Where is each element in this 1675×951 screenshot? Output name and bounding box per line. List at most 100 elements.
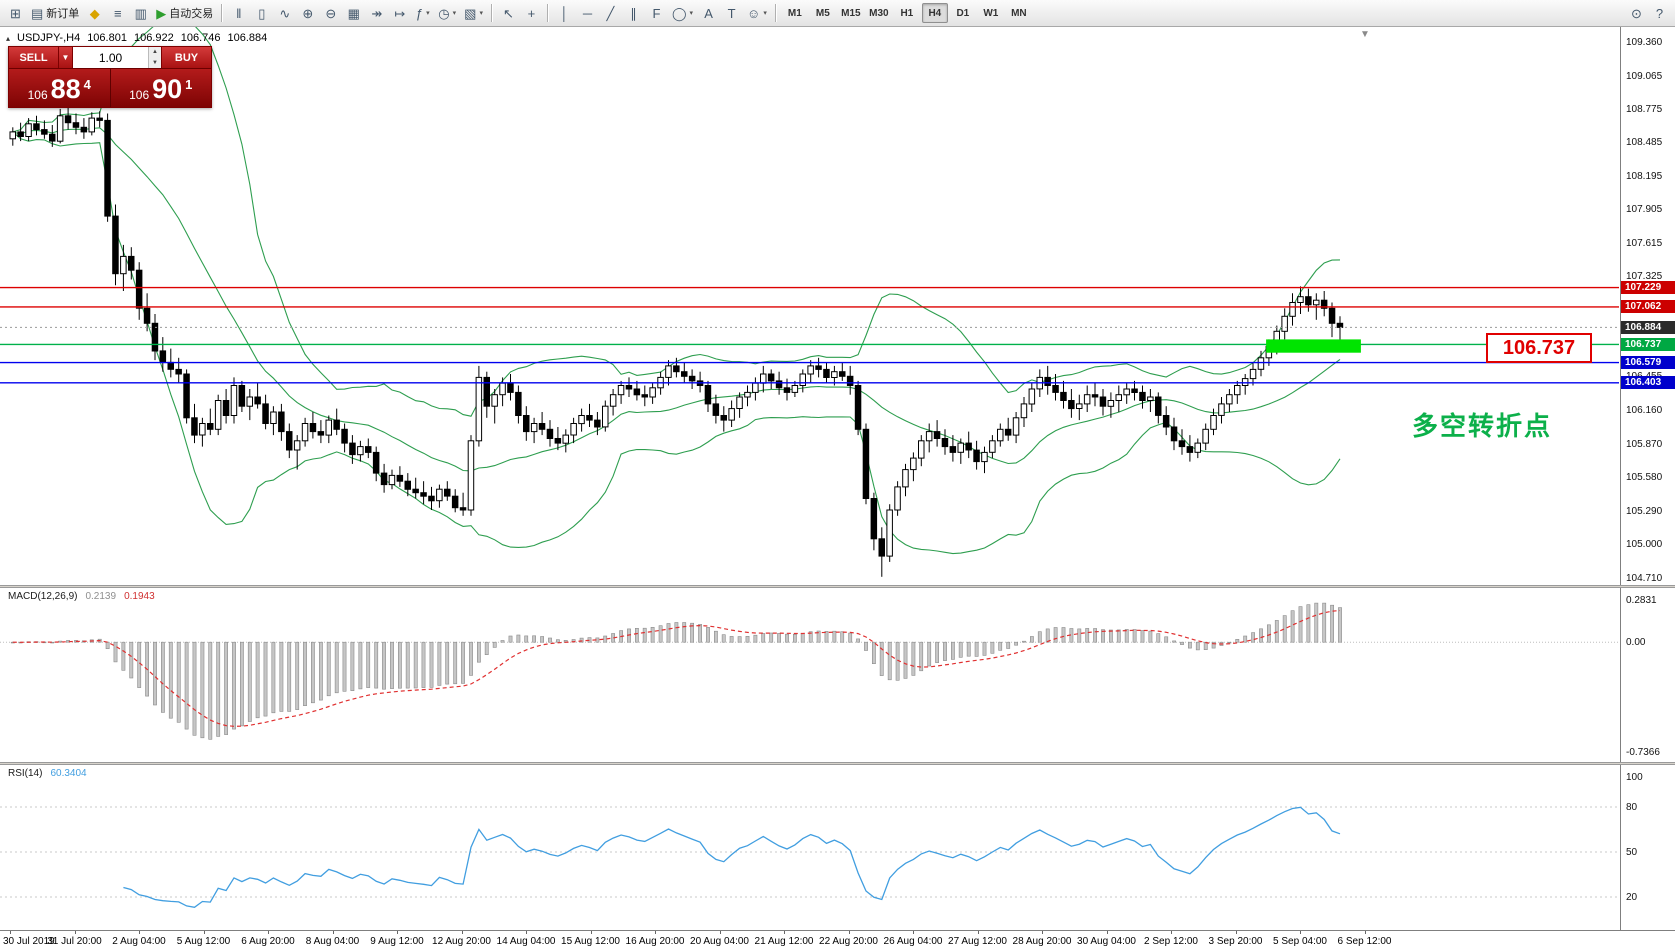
volume-preset-dropdown[interactable]: ▼	[59, 47, 73, 68]
time-tick	[913, 931, 914, 934]
time-label: 2 Sep 12:00	[1144, 936, 1198, 947]
chevron-down-icon: ▼	[61, 53, 70, 62]
time-label: 21 Aug 12:00	[754, 936, 814, 947]
timeframe-m30-button[interactable]: M30	[866, 3, 892, 23]
auto-scroll-icon: ↠	[371, 5, 383, 21]
macd-panel[interactable]: MACD(12,26,9) 0.2139 0.1943 0.2831 0.00 -0…	[0, 588, 1675, 762]
candle	[64, 115, 72, 124]
pivot-annotation[interactable]: 多空转折点	[1412, 411, 1553, 441]
sell-button[interactable]: SELL	[9, 47, 59, 68]
macd-histogram-bar	[674, 622, 679, 643]
candle	[1210, 415, 1217, 430]
macd-main-value: 0.2139	[85, 591, 117, 602]
macd-histogram-bar	[318, 641, 323, 701]
cursor-button[interactable]: ↖	[497, 2, 520, 24]
macd-histogram-bar	[1172, 640, 1177, 643]
sell-price[interactable]: 106 88 4	[9, 69, 111, 107]
zoom-in-button[interactable]: ⊕	[296, 2, 319, 24]
macd-histogram-bar	[1235, 638, 1240, 643]
crosshair-button[interactable]: +	[520, 2, 543, 24]
text-button[interactable]: A	[697, 2, 720, 24]
fibonacci-button[interactable]: F	[645, 2, 668, 24]
autotrading-button-label: 自动交易	[169, 8, 214, 20]
vertical-line-button[interactable]: │	[553, 2, 576, 24]
equidistant-channel-button[interactable]: ∥	[622, 2, 645, 24]
new-order-button[interactable]: ▤ 新订单	[27, 2, 83, 24]
timeframe-m1-button[interactable]: M1	[782, 3, 808, 23]
text-label-button[interactable]: T	[720, 2, 743, 24]
macd-histogram-bar	[824, 631, 829, 643]
panel-splitter[interactable]	[0, 585, 1675, 588]
main-chart-panel[interactable]: 109.360 109.065 108.775 108.485 108.195 107.9…	[0, 27, 1675, 585]
macd-histogram-bar	[864, 641, 868, 651]
horizontal-line-button[interactable]: ─	[576, 2, 599, 24]
timeframe-d1-button[interactable]: D1	[950, 3, 976, 23]
buy-button[interactable]: BUY	[161, 47, 211, 68]
chevron-down-icon: ▾	[763, 10, 767, 17]
volume-input[interactable]	[73, 47, 148, 68]
indicators-button[interactable]: ƒ ▾	[411, 2, 434, 24]
help-button[interactable]: ?	[1648, 2, 1671, 24]
buy-price[interactable]: 106 90 1	[110, 69, 211, 107]
market-watch-button[interactable]: ≡	[106, 2, 129, 24]
chart-shift-button[interactable]: ↦	[388, 2, 411, 24]
volume-down-button[interactable]: ▼	[149, 57, 161, 68]
timeframe-h4-button[interactable]: H4	[921, 3, 948, 23]
candlestick-chart[interactable]	[0, 27, 1620, 585]
candle	[301, 423, 309, 442]
timeframe-w1-button[interactable]: W1	[978, 3, 1004, 23]
tile-windows-button[interactable]: ▦	[342, 2, 365, 24]
candle	[1202, 428, 1209, 444]
candle	[925, 431, 933, 442]
line-chart-button[interactable]: ∿	[273, 2, 296, 24]
timeframe-m15-button[interactable]: M15	[838, 3, 864, 23]
shapes-button[interactable]: ◯ ▾	[668, 2, 697, 24]
arrows-button[interactable]: ☺ ▾	[743, 2, 771, 24]
candle	[989, 440, 996, 453]
terminal-button[interactable]: ▥	[129, 2, 152, 24]
autotrading-button[interactable]: ▶ 自动交易	[152, 2, 217, 24]
candlestick-chart-button[interactable]: ▯	[250, 2, 273, 24]
macd-histogram-bar	[405, 641, 410, 689]
candle	[681, 371, 688, 377]
highlight-rectangle-object[interactable]	[1266, 339, 1361, 353]
macd-histogram-bar	[1037, 631, 1042, 643]
candle	[135, 269, 143, 309]
candle	[823, 368, 830, 378]
macd-tick-label: 0.00	[1626, 636, 1646, 648]
templates-button[interactable]: ▧ ▾	[460, 2, 487, 24]
candle	[49, 133, 56, 142]
candle	[349, 442, 356, 456]
auto-scroll-button[interactable]: ↠	[365, 2, 388, 24]
timeframe-m5-button[interactable]: M5	[810, 3, 836, 23]
search-button[interactable]: ⊙	[1625, 2, 1648, 24]
timeframe-mn-button[interactable]: MN	[1006, 3, 1032, 23]
candle	[602, 405, 609, 428]
macd-histogram-bar	[706, 627, 710, 643]
new-chart-button[interactable]: ⊞	[4, 2, 27, 24]
time-axis[interactable]: 30 Jul 2019 31 Jul 20:00 2 Aug 04:00 5 Aug …	[0, 930, 1675, 951]
price-callout-label[interactable]: 106.737	[1486, 333, 1592, 363]
zoom-in-icon: ⊕	[302, 5, 314, 21]
macd-histogram-bar	[1314, 602, 1319, 643]
macd-histogram-bar	[990, 641, 995, 654]
horizontal-line-icon: ─	[582, 5, 593, 21]
panel-collapse-icon[interactable]: ▴	[6, 33, 11, 43]
zoom-out-button[interactable]: ⊖	[319, 2, 342, 24]
timeframe-h1-button[interactable]: H1	[894, 3, 920, 23]
macd-histogram-bar	[1030, 636, 1034, 643]
volume-up-button[interactable]: ▲	[149, 47, 161, 58]
periods-button[interactable]: ◷ ▾	[434, 2, 460, 24]
trendline-button[interactable]: ╱	[599, 2, 622, 24]
arrows-icon: ☺	[747, 5, 761, 21]
metaeditor-button[interactable]: ◆	[83, 2, 106, 24]
price-line-badge: 106.737	[1621, 337, 1675, 351]
macd-histogram-bar	[737, 636, 742, 643]
macd-histogram-bar	[105, 641, 110, 650]
bar-chart-button[interactable]: ‖	[227, 2, 250, 24]
macd-histogram-bar	[1101, 629, 1105, 643]
candle	[1083, 394, 1091, 405]
panel-splitter[interactable]	[0, 762, 1675, 765]
rsi-line	[123, 806, 1341, 908]
rsi-panel[interactable]: RSI(14) 60.3404 100 80 50 20	[0, 765, 1675, 930]
